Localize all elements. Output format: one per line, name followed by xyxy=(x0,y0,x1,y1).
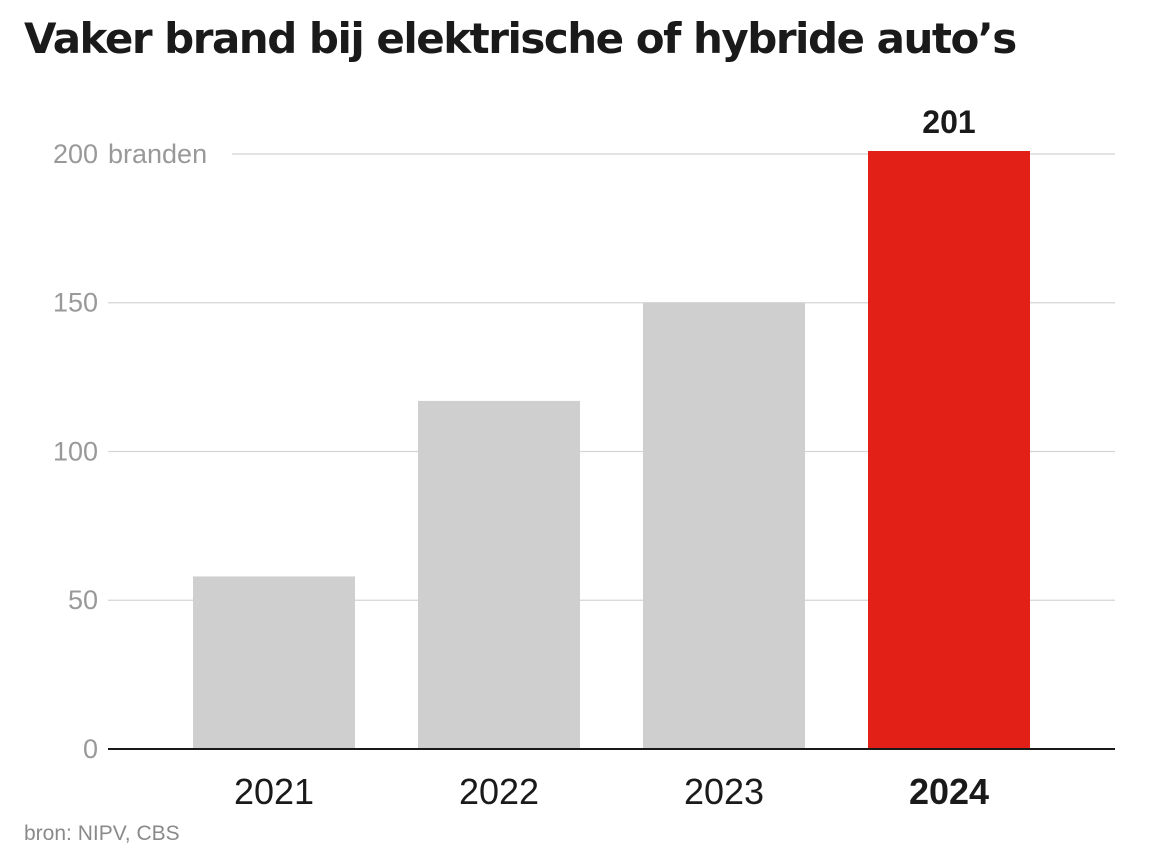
value-label: 201 xyxy=(922,104,975,140)
y-tick-label: 200 xyxy=(53,139,98,169)
y-tick-label: 0 xyxy=(83,734,98,764)
bar-2022 xyxy=(418,400,580,749)
x-tick-label: 2021 xyxy=(234,771,314,812)
bar-2023 xyxy=(643,302,805,749)
y-tick-label: 100 xyxy=(53,436,98,466)
y-tick-label: 50 xyxy=(68,585,98,615)
source-note: bron: NIPV, CBS xyxy=(24,822,180,845)
y-unit-label: branden xyxy=(108,139,207,169)
bar-2024 xyxy=(868,151,1030,749)
y-tick-label: 150 xyxy=(53,288,98,318)
x-tick-label: 2023 xyxy=(684,771,764,812)
bar-2021 xyxy=(193,576,355,749)
x-tick-label: 2022 xyxy=(459,771,539,812)
chart-title: Vaker brand bij elektrische of hybride a… xyxy=(24,14,1017,63)
x-tick-label: 2024 xyxy=(909,771,989,812)
